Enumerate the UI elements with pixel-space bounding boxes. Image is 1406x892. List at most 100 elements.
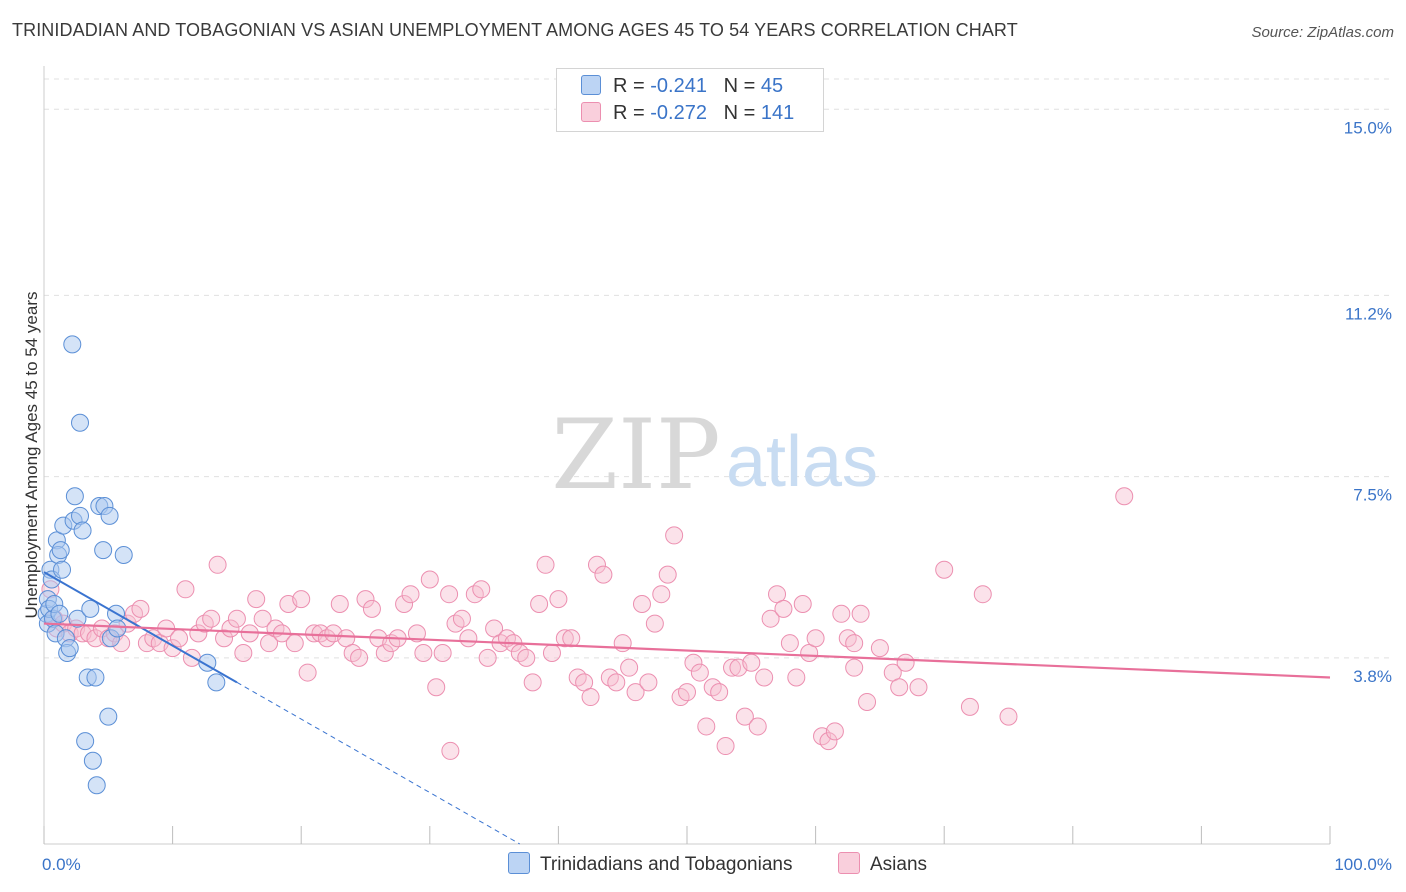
asian-point — [697, 717, 716, 736]
asian-point — [909, 678, 928, 697]
asian-point — [845, 634, 864, 653]
asian-point — [793, 594, 812, 613]
asian-point — [825, 722, 844, 741]
asian-point — [356, 590, 375, 609]
asian-point — [131, 599, 150, 618]
watermark-zip: ZIP — [551, 399, 720, 511]
trinidadian-point — [108, 619, 127, 638]
asian-point — [748, 717, 767, 736]
asian-point — [678, 683, 696, 702]
bottom-legend-trinidadians: Trinidadians and Tobagonians — [508, 852, 792, 876]
asian-point — [523, 673, 542, 692]
x-tick-label-min: 0.0% — [42, 855, 81, 874]
asian-point — [562, 629, 581, 648]
asian-point — [960, 697, 979, 716]
y-tick-label: 15.0% — [1344, 118, 1392, 137]
asian-point — [851, 604, 870, 623]
y-tick-label: 3.8% — [1353, 667, 1392, 686]
asian-point — [890, 678, 909, 697]
asian-point — [227, 609, 246, 628]
trinidadian-point — [99, 707, 118, 726]
trinidadian-point — [51, 541, 70, 560]
asian-point — [536, 555, 555, 574]
trinidadian-point — [94, 541, 113, 560]
x-tick-labels: 0.0% 100.0% — [42, 855, 1392, 874]
asian-point — [639, 673, 658, 692]
asian-point — [742, 653, 761, 672]
asian-point — [375, 643, 394, 662]
asian-point — [452, 609, 471, 628]
asian-point — [665, 526, 684, 545]
asian-point — [420, 570, 439, 589]
trinidadian-point — [76, 732, 95, 751]
trinidadians-trend-extension — [236, 681, 521, 845]
bottom-legend-label: Trinidadians and Tobagonians — [540, 854, 793, 875]
asian-point — [755, 668, 774, 687]
trinidadian-point — [83, 751, 102, 770]
legend-n-value: 45 — [760, 75, 784, 97]
correlation-legend: R = -0.241 N = 45 R = -0.272 N = 141 — [556, 68, 824, 132]
asian-point — [581, 688, 600, 707]
y-axis-label: Unemployment Among Ages 45 to 54 years — [22, 291, 41, 619]
asian-point — [658, 565, 677, 584]
asian-point — [774, 599, 793, 618]
asian-point — [723, 658, 742, 677]
trinidadian-point — [71, 413, 90, 432]
asian-point — [594, 565, 613, 584]
asians-trend-line — [43, 622, 1331, 679]
legend-row-trinidadians: R = -0.241 N = 45 — [581, 75, 783, 101]
watermark-atlas: atlas — [726, 422, 878, 502]
asian-point — [684, 653, 703, 672]
asian-point — [350, 648, 369, 667]
grid-lines — [44, 78, 1392, 659]
asian-point — [832, 604, 851, 623]
asian-point — [542, 643, 561, 662]
asian-point — [440, 585, 459, 604]
asian-point — [182, 648, 201, 667]
legend-r-value: -0.272 — [650, 102, 707, 124]
chart-title: TRINIDADIAN AND TOBAGONIAN VS ASIAN UNEM… — [12, 20, 1018, 40]
asian-point — [330, 594, 349, 613]
asian-point — [401, 585, 420, 604]
asian-point — [710, 683, 729, 702]
trinidadian-point — [73, 521, 92, 540]
asian-point — [427, 678, 446, 697]
asian-point — [632, 594, 651, 613]
asian-point — [735, 707, 754, 726]
asian-point — [870, 639, 889, 658]
asian-point — [690, 663, 709, 682]
asian-point — [221, 619, 240, 638]
asian-point — [215, 629, 234, 648]
bottom-legend-label: Asians — [870, 854, 928, 875]
legend-r-value: -0.241 — [650, 75, 707, 97]
legend-swatch-blue — [581, 75, 601, 95]
trinidadian-point — [53, 560, 72, 579]
asian-point — [780, 634, 799, 653]
trinidadian-point — [114, 546, 133, 565]
legend-n-value: 141 — [760, 102, 795, 124]
trinidadian-point — [60, 639, 79, 658]
asian-point — [433, 643, 452, 662]
asian-point — [208, 555, 227, 574]
asian-point — [292, 590, 311, 609]
y-tick-labels: 3.8% 7.5% 11.2% 15.0% — [1344, 118, 1392, 686]
bottom-legend-asians: Asians — [838, 852, 927, 876]
asian-point — [607, 673, 626, 692]
bottom-swatch-pink — [838, 852, 860, 874]
legend-r-label: R = — [613, 75, 645, 97]
asian-point — [247, 590, 266, 609]
asian-point — [530, 594, 549, 613]
watermark: ZIP atlas — [551, 399, 878, 511]
asian-point — [414, 643, 433, 662]
asian-point — [362, 599, 381, 618]
asian-point — [858, 692, 877, 711]
asian-point — [999, 707, 1018, 726]
asian-point — [517, 648, 536, 667]
source-label: Source: ZipAtlas.com — [1251, 24, 1394, 41]
trinidadian-point — [81, 599, 100, 618]
asian-point — [787, 668, 806, 687]
trinidadian-point — [65, 487, 84, 506]
asian-point — [555, 629, 574, 648]
asian-point — [407, 624, 426, 643]
asian-point — [761, 609, 780, 628]
